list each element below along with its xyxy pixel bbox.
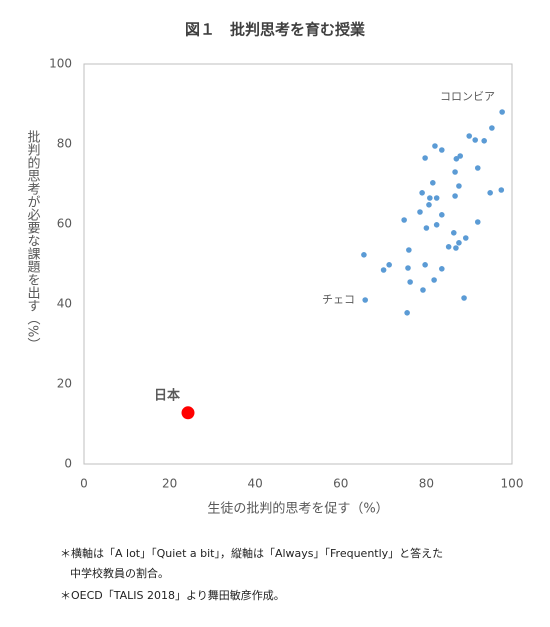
x-axis-label: 生徒の批判的思考を促す（%）	[207, 501, 388, 517]
data-point	[439, 147, 445, 153]
data-point	[499, 109, 505, 115]
data-point	[430, 180, 436, 186]
data-point	[361, 252, 367, 258]
data-point	[453, 156, 460, 162]
data-point	[380, 267, 387, 273]
annotation: コロンビア	[440, 90, 495, 103]
x-tick-label: 60	[333, 477, 348, 491]
data-point	[431, 277, 437, 283]
point-label: 日本	[154, 387, 180, 403]
data-point	[439, 266, 445, 272]
data-point	[427, 195, 433, 201]
data-point	[474, 165, 481, 171]
data-point	[423, 225, 430, 231]
y-tick-label: 20	[57, 377, 72, 391]
data-point	[417, 209, 423, 215]
data-point	[405, 265, 411, 271]
data-point	[457, 153, 464, 159]
data-point	[456, 183, 462, 189]
data-point	[420, 287, 426, 293]
y-tick-label: 40	[57, 297, 72, 311]
data-point	[461, 295, 467, 301]
data-point	[450, 230, 457, 236]
data-point	[433, 222, 440, 228]
data-point	[472, 137, 478, 143]
y-tick-label: 100	[49, 57, 72, 71]
note: ＊OECD「TALIS 2018」より舞田敏彦作成。	[60, 588, 285, 602]
data-point	[422, 262, 428, 268]
chart-title: 図１ 批判思考を育む授業	[185, 21, 366, 39]
data-point	[407, 279, 413, 285]
x-tick-label: 0	[80, 477, 88, 491]
data-point	[474, 219, 481, 225]
note: ＊横軸は「A lot」「Quiet a bit」，縦軸は「Always」「Fre…	[60, 546, 443, 560]
data-point	[404, 310, 410, 316]
x-tick-label: 100	[501, 477, 524, 491]
x-tick-label: 80	[419, 477, 434, 491]
data-point	[432, 143, 438, 149]
annotation: チェコ	[322, 293, 355, 306]
data-point	[419, 190, 425, 196]
plot-frame	[83, 63, 513, 465]
data-point	[452, 193, 458, 199]
data-point	[401, 217, 407, 223]
x-tick-label: 20	[162, 477, 177, 491]
note: 中学校教員の割合。	[70, 566, 169, 580]
data-point	[498, 187, 505, 193]
data-point	[362, 297, 368, 303]
data-point	[406, 247, 412, 253]
data-point	[481, 138, 487, 144]
data-point	[456, 240, 462, 246]
data-point	[433, 195, 440, 201]
data-point	[462, 235, 469, 241]
data-point	[386, 262, 392, 268]
data-point	[487, 190, 493, 196]
data-point	[426, 202, 432, 208]
data-point	[453, 245, 459, 251]
y-tick-label: 80	[57, 137, 72, 151]
data-point	[439, 212, 445, 218]
data-point	[452, 169, 458, 175]
y-axis-label: 批判的思考が必要な課題を出す（%）	[25, 130, 41, 350]
y-tick-label: 0	[64, 457, 72, 471]
data-point	[489, 125, 495, 131]
x-tick-label: 40	[248, 477, 263, 491]
data-point	[181, 406, 195, 420]
y-tick-label: 60	[57, 217, 72, 231]
data-point	[445, 244, 452, 250]
data-point	[422, 155, 428, 161]
data-point	[466, 133, 473, 139]
